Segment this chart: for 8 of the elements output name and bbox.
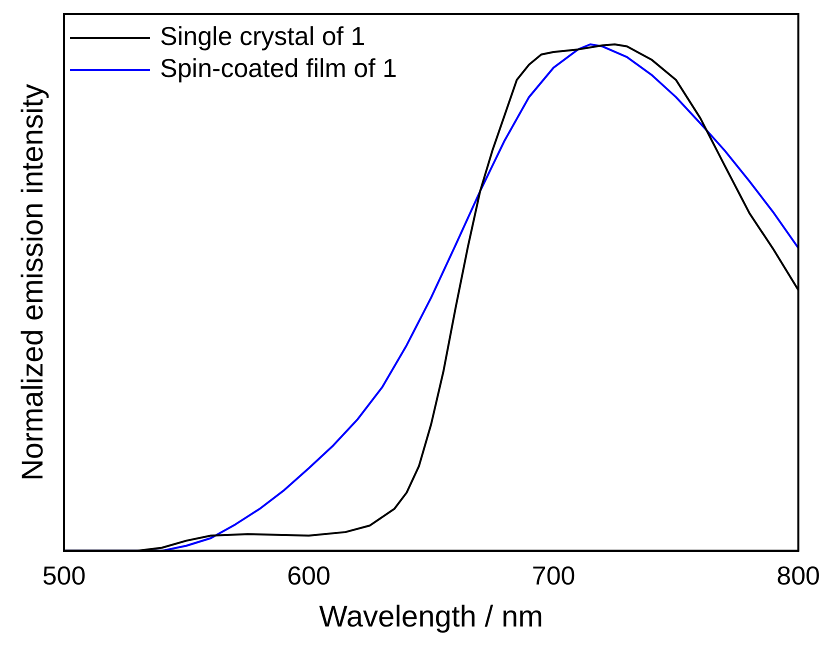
legend-label: Single crystal of 1 bbox=[160, 21, 366, 52]
x-tick-label: 700 bbox=[532, 560, 576, 591]
y-axis-title: Normalized emission intensity bbox=[16, 84, 50, 481]
legend-label: Spin-coated film of 1 bbox=[160, 53, 398, 84]
x-tick-label: 600 bbox=[287, 560, 330, 591]
x-tick-label: 500 bbox=[42, 560, 86, 591]
x-axis-title: Wavelength / nm bbox=[319, 600, 544, 634]
x-tick-label: 800 bbox=[776, 560, 820, 591]
